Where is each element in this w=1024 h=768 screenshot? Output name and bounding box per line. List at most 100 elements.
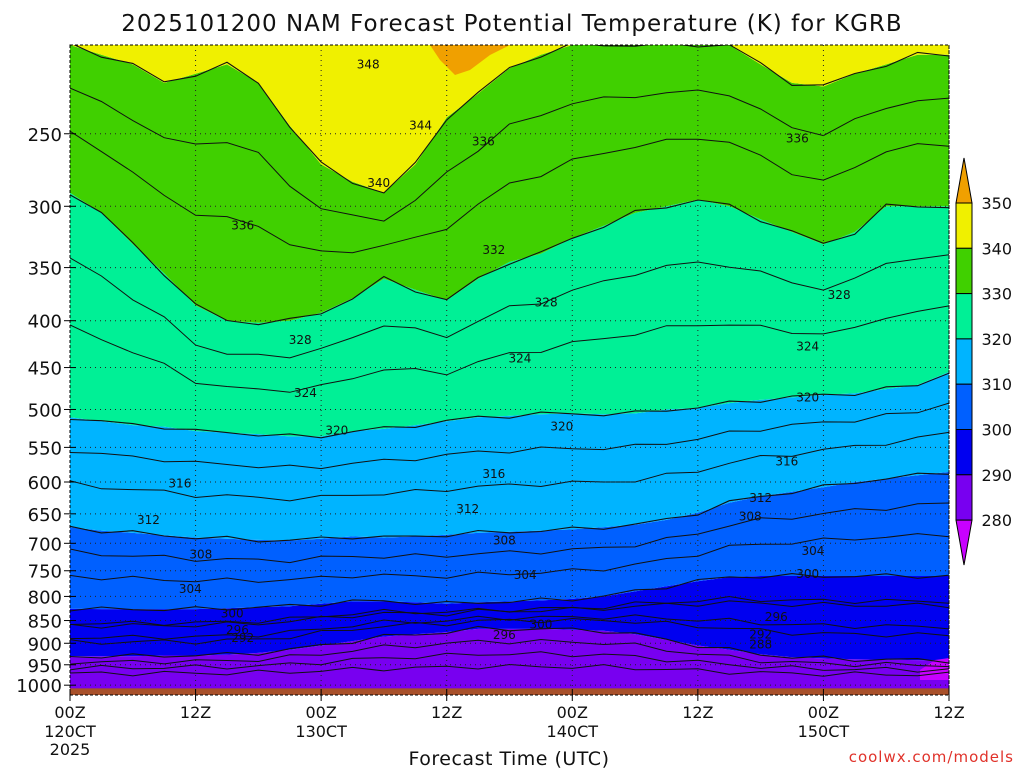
theta-band-1 (70, 576, 949, 661)
contour-label: 328 (289, 333, 312, 347)
contour-label: 336 (472, 135, 495, 149)
contour-label: 304 (179, 582, 202, 596)
isentrope-330 (70, 194, 949, 326)
potential-temperature-fills (70, 45, 949, 695)
chart-title: 2025101200 NAM Forecast Potential Temper… (121, 11, 902, 37)
theta-band-5 (70, 45, 949, 323)
colorbar-segment (955, 429, 973, 476)
isentrope-low (70, 638, 949, 668)
isentrope-290 (70, 625, 949, 664)
contour-label: 288 (749, 638, 772, 652)
contour-label: 292 (231, 631, 254, 645)
contour-label: 344 (409, 119, 432, 133)
theta-band-350-plus (430, 45, 510, 75)
contour-label: 336 (231, 219, 254, 233)
y-tick-label: 950 (28, 656, 62, 677)
contour-label: 328 (828, 288, 851, 302)
x-tick-date: 140CT (547, 722, 599, 741)
y-tick-label: 300 (28, 197, 62, 218)
colorbar: 350 340 330 320 310 300 290 280 (955, 157, 1012, 566)
contour-label: 296 (493, 628, 516, 642)
contour-label: 340 (367, 176, 390, 190)
contour-label: 320 (550, 420, 573, 434)
isentrope-low (70, 617, 949, 645)
contour-label: 308 (739, 509, 762, 523)
contour-label: 316 (482, 467, 505, 481)
contour-label: 348 (357, 57, 380, 71)
colorbar-segment (955, 293, 973, 340)
contour-label: 332 (482, 243, 505, 257)
x-tick-label: 00Z (54, 703, 85, 722)
contour-label: 296 (765, 610, 788, 624)
colorbar-label: 280 (981, 511, 1012, 530)
contour-label: 300 (796, 567, 819, 581)
x-tick-date: 130CT (295, 722, 347, 741)
y-tick-label: 700 (28, 534, 62, 555)
x-tick-date: 150CT (798, 722, 850, 741)
theta-band-6 (70, 45, 949, 193)
contour-label: 328 (535, 295, 558, 309)
contour-label: 308 (493, 533, 516, 547)
x-tick-label: 12Z (180, 703, 211, 722)
colorbar-label: 300 (981, 421, 1012, 440)
contour-label: 324 (796, 340, 819, 354)
contour-label: 304 (802, 544, 825, 558)
contour-label: 312 (456, 502, 479, 516)
contour-label: 324 (294, 386, 317, 400)
contour-label: 300 (529, 617, 552, 631)
y-tick-label: 1000 (16, 676, 62, 697)
theta-band-2 (70, 471, 949, 610)
isentrope-300 (70, 573, 949, 612)
isentrope-minor (70, 305, 949, 393)
y-tick-label: 550 (28, 438, 62, 459)
credit-text: coolwx.com/models (849, 748, 1014, 766)
isentrope-contours (70, 45, 949, 677)
y-tick-label: 450 (28, 359, 62, 380)
isentrope-310 (70, 472, 949, 543)
contour-label: 336 (786, 132, 809, 146)
contour-label: 304 (514, 568, 537, 582)
contour-label: 316 (168, 476, 191, 490)
isentrope-minor (70, 502, 949, 564)
contour-label: 292 (749, 627, 772, 641)
y-tick-label: 900 (28, 634, 62, 655)
contour-label: 320 (796, 390, 819, 404)
contour-label: 312 (137, 513, 160, 527)
x-axis-label: Forecast Time (UTC) (409, 748, 610, 768)
colorbar-segment (955, 202, 973, 249)
x-tick-year: 2025 (50, 740, 91, 759)
colorbar-segment (955, 338, 973, 385)
contour-label: 296 (226, 623, 249, 637)
x-tick-label: 12Z (933, 703, 964, 722)
isentrope-low (70, 651, 949, 673)
colorbar-label: 340 (981, 239, 1012, 258)
contour-label: 320 (325, 423, 348, 437)
y-tick-label: 800 (28, 587, 62, 608)
plot-frame (69, 44, 950, 696)
contour-labels: 336 348 344 336 340 332 328 328 324 324 320 320 316 3… (137, 57, 851, 651)
contour-label: 300 (221, 606, 244, 620)
pressure-axis: 2503003504004505005506006507007508008509… (16, 125, 76, 697)
y-tick-label: 850 (28, 612, 62, 633)
y-tick-label: 250 (28, 125, 62, 146)
isentrope-320 (70, 372, 949, 439)
x-tick-label: 00Z (305, 703, 336, 722)
y-tick-label: 600 (28, 473, 62, 494)
contour-label: 312 (749, 491, 772, 505)
colorbar-label: 290 (981, 466, 1012, 485)
isentrope-minor (70, 431, 949, 502)
isentrope-low (70, 600, 949, 629)
y-tick-label: 400 (28, 312, 62, 333)
colorbar-label: 320 (981, 330, 1012, 349)
isentrope-minor (70, 87, 949, 222)
contour-label: 316 (775, 455, 798, 469)
isentrope-minor (70, 402, 949, 470)
isentrope-minor (70, 130, 949, 254)
isentrope-low (70, 663, 949, 677)
contour-label: 324 (509, 352, 532, 366)
y-tick-label: 500 (28, 400, 62, 421)
contour-label: 308 (189, 548, 212, 562)
colorbar-bottom-arrow (955, 519, 973, 566)
isentrope-minor (70, 533, 949, 583)
